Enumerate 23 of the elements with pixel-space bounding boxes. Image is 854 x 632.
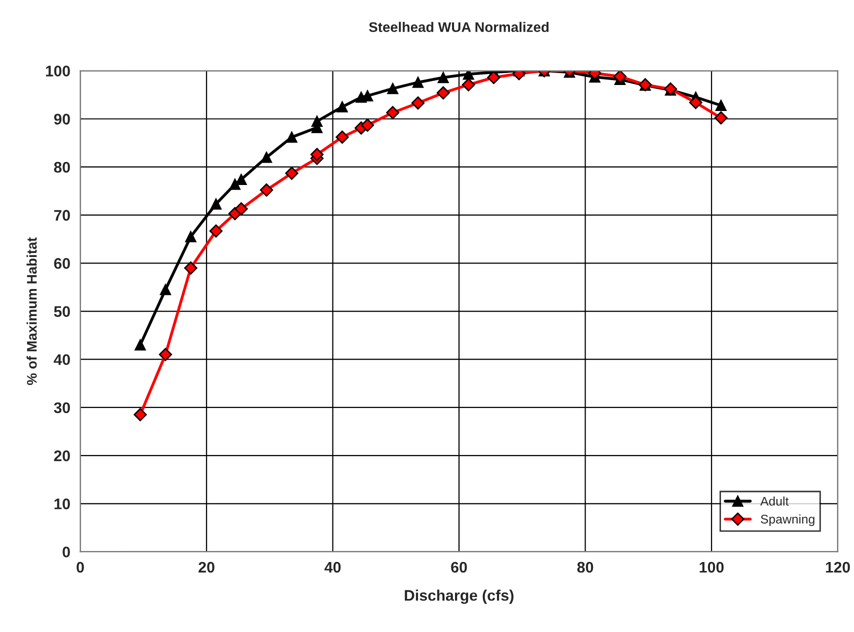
y-tick-label: 80 — [54, 162, 70, 173]
y-tick-label: 90 — [54, 114, 70, 125]
x-tick-label: 100 — [700, 562, 724, 573]
chart-title: Steelhead WUA Normalized — [369, 22, 549, 32]
y-axis-title: % of Maximum Habitat — [26, 237, 37, 385]
y-tick-label: 50 — [54, 306, 70, 317]
y-tick-label: 30 — [54, 402, 70, 414]
x-tick-label: 0 — [76, 562, 84, 573]
x-tick-label: 20 — [198, 562, 214, 573]
x-tick-label: 40 — [324, 562, 341, 573]
legend-label: Adult — [760, 496, 789, 506]
x-tick-label: 60 — [451, 562, 467, 573]
y-tick-label: 0 — [62, 546, 70, 558]
y-tick-label: 60 — [54, 258, 70, 269]
y-tick-label: 10 — [54, 498, 70, 510]
y-tick-label: 20 — [54, 450, 70, 462]
x-axis-title: Discharge (cfs) — [404, 590, 514, 604]
y-tick-label: 100 — [46, 66, 70, 76]
x-tick-label: 80 — [577, 562, 594, 573]
y-tick-label: 70 — [54, 210, 70, 221]
x-tick-label: 120 — [826, 562, 850, 573]
y-tick-label: 40 — [54, 354, 70, 366]
legend-label: Spawning — [760, 514, 814, 526]
